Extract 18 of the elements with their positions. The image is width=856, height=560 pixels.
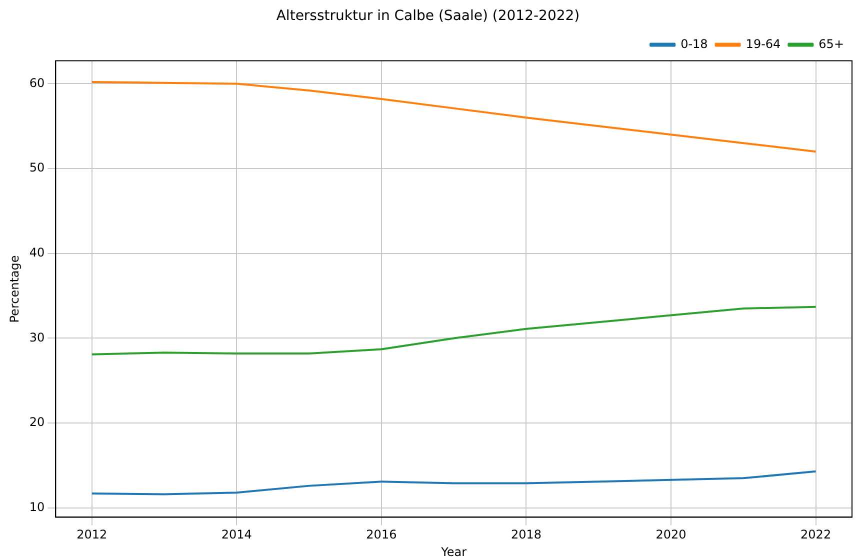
x-tick-label: 2016 xyxy=(366,528,397,542)
y-tick-label: 20 xyxy=(29,415,45,430)
y-tick-label: 30 xyxy=(29,330,45,344)
chart-title: Altersstruktur in Calbe (Saale) (2012-2022) xyxy=(276,8,580,24)
x-tick-label: 2020 xyxy=(656,528,686,542)
x-axis-title: Year xyxy=(440,544,467,559)
x-tick-label: 2014 xyxy=(221,528,252,542)
y-axis-title: Percentage xyxy=(7,255,22,323)
legend-label: 65+ xyxy=(818,36,844,51)
y-tick-label: 10 xyxy=(29,500,45,514)
x-tick-label: 2022 xyxy=(800,528,832,542)
x-tick-label: 2018 xyxy=(510,528,542,542)
legend-label: 0-18 xyxy=(680,36,708,51)
y-tick-label: 50 xyxy=(29,160,45,175)
y-tick-label: 60 xyxy=(29,76,45,90)
y-tick-label: 40 xyxy=(29,245,45,260)
legend-label: 19-64 xyxy=(746,36,781,51)
x-tick-label: 2012 xyxy=(76,528,108,542)
